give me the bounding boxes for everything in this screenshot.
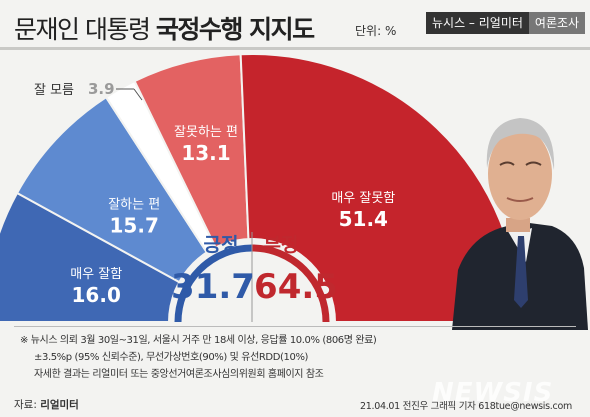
note-line-1: ※ 뉴시스 의뢰 3월 30일~31일, 서울시 거주 만 18세 이상, 응답… xyxy=(20,335,377,346)
portrait-hair xyxy=(486,118,555,170)
portrait-mouth xyxy=(506,197,534,202)
footer-divider xyxy=(14,326,576,327)
unit-label: 단위: % xyxy=(355,24,397,38)
negative-ring xyxy=(251,244,330,323)
source-name: 리얼미터 xyxy=(40,399,79,411)
negative-label: 부정 xyxy=(264,234,299,256)
slice-label-2: 잘 모름 xyxy=(34,83,74,98)
positive-value: 31.7 xyxy=(171,267,255,307)
president-portrait xyxy=(452,118,588,330)
page-title: 문재인 대통령 국정수행 지지도 xyxy=(14,10,315,46)
brand-badge: 뉴시스 – 리얼미터 여론조사 xyxy=(426,12,586,34)
slice-label-4: 매우 잘못함 xyxy=(331,191,395,206)
summary-block: 긍정 31.7 부정 64.5 xyxy=(171,234,338,307)
slice-value-4: 51.4 xyxy=(339,207,388,231)
source-label: 자료: xyxy=(14,399,41,411)
slice-label-1: 잘하는 편 xyxy=(108,198,160,213)
slice-value-2: 3.9 xyxy=(88,80,115,98)
negative-value: 64.5 xyxy=(254,267,338,307)
slice-label-0: 매우 잘함 xyxy=(70,267,122,282)
newsis-watermark: NEWSIS xyxy=(432,378,554,408)
title-divider xyxy=(0,47,590,50)
note-line-3: 자세한 결과는 리얼미터 또는 중앙선거여론조사심의위원회 홈페이지 참조 xyxy=(34,369,324,380)
graphic-credit: 21.04.01 전진우 그래픽 기자 618tue@newsis.com xyxy=(360,401,572,412)
slice-label-3: 잘못하는 편 xyxy=(174,125,238,140)
slice-value-1: 15.7 xyxy=(110,214,159,238)
portrait-neck xyxy=(506,218,530,232)
positive-label: 긍정 xyxy=(204,234,239,256)
portrait-tie xyxy=(514,236,528,308)
note-line-2: ±3.5%p (95% 신뢰수준), 무선가상번호(90%) 및 유선RDD(1… xyxy=(34,352,309,363)
title-bold: 국정수행 지지도 xyxy=(155,15,315,44)
title-normal: 문재인 대통령 xyxy=(14,15,156,44)
slice-value-3: 13.1 xyxy=(181,141,230,165)
survey-notes: ※ 뉴시스 의뢰 3월 30일~31일, 서울시 거주 만 18세 이상, 응답… xyxy=(20,332,377,383)
source-line: 자료: 리얼미터 xyxy=(14,397,79,412)
brand-name: 뉴시스 – 리얼미터 xyxy=(426,12,529,34)
portrait-face xyxy=(488,128,552,220)
dont-know-leader-2 xyxy=(133,88,143,101)
brand-survey: 여론조사 xyxy=(528,12,586,34)
portrait-eyes xyxy=(499,161,542,166)
positive-ring xyxy=(174,244,253,323)
slice-value-0: 16.0 xyxy=(72,283,121,307)
